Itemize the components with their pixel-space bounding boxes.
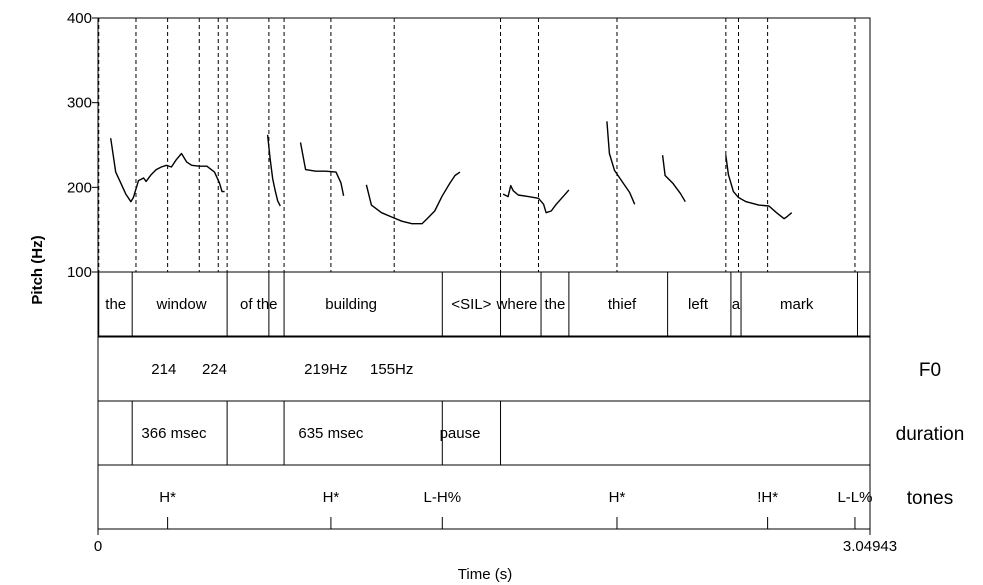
tier-0-label-3: building bbox=[325, 296, 377, 313]
tier-0-label-2: of the bbox=[240, 296, 278, 313]
tier-0-label-10: mark bbox=[780, 296, 814, 313]
pitch-frame bbox=[97, 17, 871, 273]
tier-0-label-5: where bbox=[496, 296, 538, 313]
tier-1-label-0: 214 bbox=[151, 361, 176, 378]
tier-box-3 bbox=[97, 464, 871, 530]
tier-1-label-2: 219Hz bbox=[304, 361, 347, 378]
tier-2-label-2: pause bbox=[440, 425, 481, 442]
tier-0-label-0: the bbox=[105, 296, 126, 313]
axes: Pitch (Hz) Time (s) 0 3.04943 100 200 300 4… bbox=[29, 10, 897, 583]
tier-3-label-4: !H* bbox=[757, 489, 778, 506]
pitch-plot bbox=[97, 17, 871, 273]
pitch-contour-6 bbox=[661, 155, 686, 203]
pitch-contour-7 bbox=[725, 155, 793, 220]
tier-name-duration: duration bbox=[896, 424, 965, 445]
tier-box-2 bbox=[97, 400, 871, 466]
y-tick-label-200: 200 bbox=[67, 179, 92, 196]
tier-0-label-7: thief bbox=[608, 296, 637, 313]
x-axis-label: Time (s) bbox=[458, 566, 512, 583]
tier-0-label-4: <SIL> bbox=[451, 296, 491, 313]
tier-3-label-5: L-L% bbox=[837, 489, 872, 506]
tier-1-label-3: 155Hz bbox=[370, 361, 413, 378]
tier-3-label-3: H* bbox=[609, 489, 626, 506]
annotation-tiers: the window of the building <SIL> where the thie… bbox=[97, 271, 965, 530]
tier-0-label-9: a bbox=[732, 296, 741, 313]
tier-name-tones: tones bbox=[907, 488, 953, 509]
tier-3-label-2: L-H% bbox=[424, 489, 462, 506]
y-axis-label: Pitch (Hz) bbox=[29, 235, 46, 304]
tier-name-F0: F0 bbox=[919, 360, 941, 381]
tier-0-label-1: window bbox=[156, 296, 207, 313]
tier-2-label-0: 366 msec bbox=[141, 425, 207, 442]
pitch-contour-2 bbox=[299, 142, 345, 196]
pitch-contour-0 bbox=[110, 138, 225, 203]
x-tick-end: 3.04943 bbox=[843, 538, 897, 555]
x-tick-start: 0 bbox=[94, 538, 102, 555]
y-tick-label-300: 300 bbox=[67, 95, 92, 112]
y-tick-label-100: 100 bbox=[67, 264, 92, 281]
tier-2-label-1: 635 msec bbox=[298, 425, 364, 442]
tier-3-label-0: H* bbox=[159, 489, 176, 506]
tier-0-label-8: left bbox=[688, 296, 709, 313]
pitch-contour-3 bbox=[365, 171, 461, 225]
tier-3-label-1: H* bbox=[323, 489, 340, 506]
tier-0-label-6: the bbox=[545, 296, 566, 313]
pitch-contour-4 bbox=[502, 184, 570, 214]
tier-1-label-1: 224 bbox=[202, 361, 227, 378]
pitch-contour-5 bbox=[606, 121, 636, 205]
pitch-contour-1 bbox=[266, 134, 281, 207]
y-tick-label-400: 400 bbox=[67, 10, 92, 27]
